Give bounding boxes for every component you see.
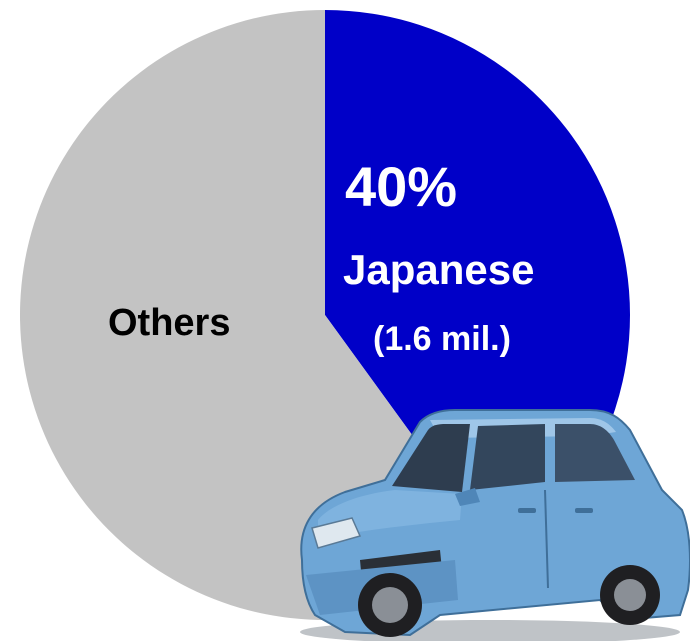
japanese-value-label: (1.6 mil.) (373, 320, 511, 358)
others-label: Others (108, 302, 230, 344)
japanese-name-label: Japanese (343, 246, 534, 293)
pie-slice-others (19, 10, 505, 620)
japanese-percent-label: 40% (345, 155, 457, 218)
car-icon (300, 409, 690, 641)
